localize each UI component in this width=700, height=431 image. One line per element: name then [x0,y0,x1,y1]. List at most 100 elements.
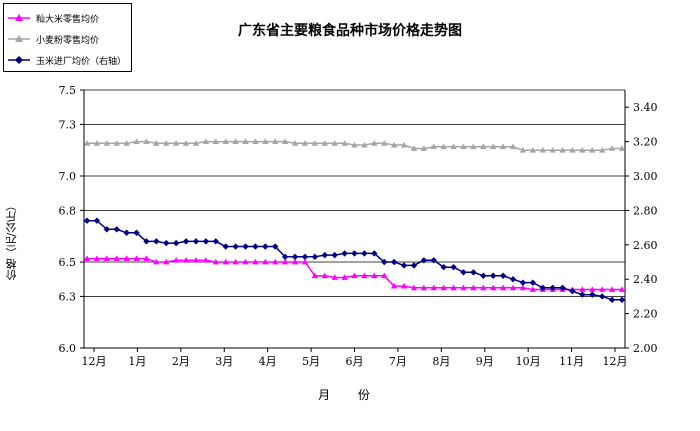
series-0-point-7 [153,258,160,265]
series-2-point-6 [143,238,150,245]
series-2-point-14 [222,243,229,250]
x-axis-label: 月 份 [318,388,382,402]
series-2-point-13 [212,238,219,245]
series-2-point-4 [123,229,130,236]
series-2-point-10 [182,238,190,245]
series-2-point-24 [321,251,328,259]
x-tick-label-12: 12月 [603,355,628,368]
series-0-point-22 [301,258,309,265]
series-2-point-5 [133,229,140,236]
x-tick-label-3: 3月 [215,355,233,368]
legend-item-rice: 籼大米零售均价 [8,11,99,25]
series-2 [83,217,626,304]
series-1-point-39 [470,143,477,150]
series-1-point-7 [153,140,160,146]
series-2-point-33 [410,262,418,269]
y-left-tick-label-6: 7.5 [59,84,77,97]
y-left-tick-label-0: 6.0 [59,342,77,355]
series-0-point-44 [519,284,527,291]
series-0-point-3 [113,255,120,261]
series-1-point-17 [252,138,259,144]
series-2-point-49 [569,288,576,295]
series-1-point-46 [539,147,546,153]
series-2-point-25 [331,251,338,259]
series-0-point-6 [143,255,150,261]
series-2-point-28 [361,250,368,257]
series-0-point-24 [321,272,328,279]
legend-swatch-flour [8,35,30,42]
y-right-tick-label-3: 2.60 [633,239,658,252]
series-0-point-12 [202,257,210,263]
series-0-point-37 [450,284,457,291]
series-1-point-49 [569,147,576,153]
series-0-point-40 [480,284,487,291]
series-1-point-45 [529,147,537,153]
series-1-point-47 [549,147,556,153]
series-0 [83,255,626,292]
series-1-point-11 [192,140,200,146]
series-2-point-46 [539,284,546,291]
series-2-point-43 [509,276,517,283]
series-0-point-13 [212,258,219,265]
series-0-point-18 [262,258,269,265]
series-1-point-33 [410,145,418,151]
chart-title: 广东省主要粮食品种市场价格走势图 [238,23,462,39]
series-0-point-35 [430,284,437,291]
series-1-point-3 [113,140,120,146]
series-0-point-4 [123,255,130,261]
series-2-point-35 [430,257,437,264]
series-2-point-44 [519,279,527,286]
series-1-point-53 [608,145,616,151]
series-2-point-23 [311,253,319,261]
series-0-point-39 [470,284,477,291]
series-1-point-22 [301,140,309,146]
series-1-point-37 [450,143,457,150]
series-0-point-27 [351,272,358,279]
series-2-point-31 [390,258,398,266]
series-1-point-28 [361,141,368,148]
series-2-point-16 [242,243,249,250]
x-tick-label-9: 9月 [476,355,494,368]
series-1-point-48 [559,147,566,153]
y-axis-label: 价格（元/公斤） [5,200,18,281]
legend-item-flour: 小麦粉零售均价 [8,32,99,46]
series-2-point-20 [281,253,289,261]
series-2-point-40 [480,272,487,279]
x-tick-label-4: 4月 [259,355,277,368]
legend-label-rice: 籼大米零售均价 [36,14,100,25]
series-0-point-28 [361,272,368,279]
series-2-point-45 [529,279,537,286]
tick-labels: 6.0 6.3 6.5 6.8 7.0 7.3 7.5 2.00 2.20 2.40 2.60 2.8… [59,84,658,368]
series-2-point-42 [499,272,507,279]
series-2-point-37 [450,263,457,271]
series-0-point-25 [331,274,338,280]
y-left-tick-label-5: 7.3 [59,118,77,131]
legend-swatch-corn [8,56,30,64]
series-0-point-19 [272,258,279,265]
series-0-point-2 [103,255,111,261]
series-0-point-33 [410,284,418,291]
series-2-point-34 [420,257,428,264]
series-1-point-26 [341,140,348,146]
series-0-point-15 [232,258,239,265]
series-1-point-21 [291,140,299,146]
series-1-point-4 [123,140,130,146]
series-0-point-21 [291,258,299,265]
series-1-point-52 [598,147,606,153]
legend-label-flour: 小麦粉零售均价 [36,35,100,46]
series-0-point-54 [618,286,626,292]
series-0-point-16 [242,258,249,265]
series-0-point-42 [499,284,507,291]
y-right-tick-label-7: 3.40 [633,101,658,114]
series-2-point-39 [470,269,477,276]
series-0-point-8 [163,258,170,265]
series-0-point-1 [93,255,101,261]
series-1-point-18 [262,138,269,144]
x-tick-label-7: 7月 [389,355,407,368]
series-1-point-9 [172,140,180,146]
series-0-point-52 [598,286,606,292]
series-1-point-35 [430,143,437,150]
series-2-point-11 [192,238,200,245]
x-tick-label-10: 10月 [516,355,541,368]
series-1-point-54 [618,145,626,151]
